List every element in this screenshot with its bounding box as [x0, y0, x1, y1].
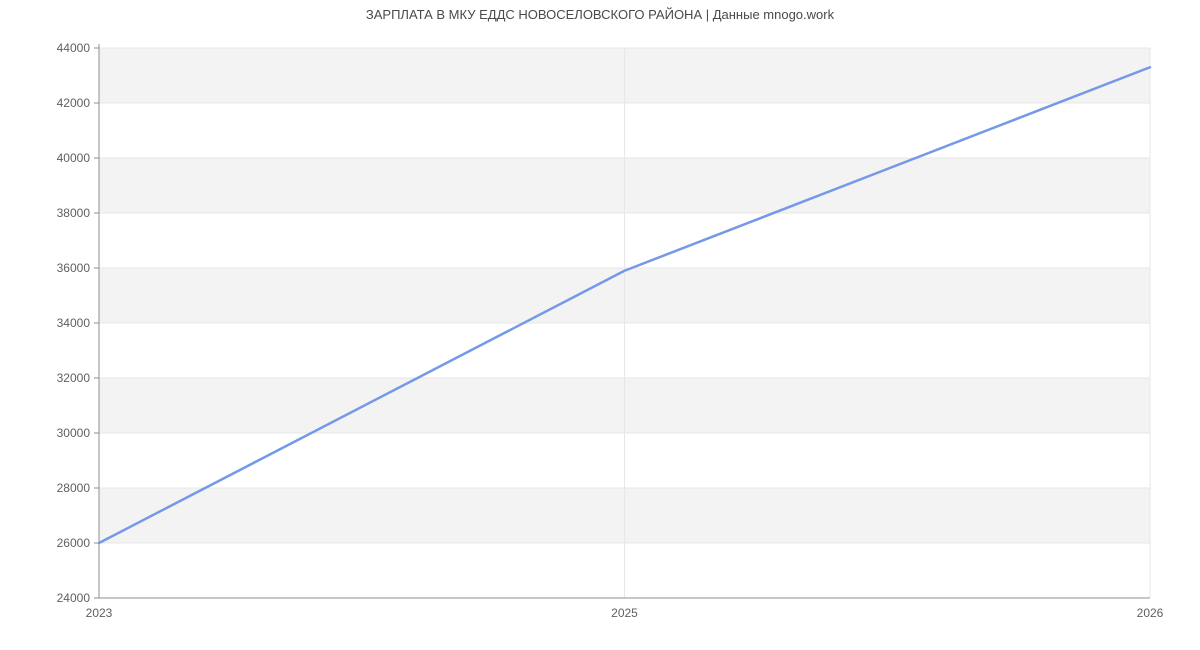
- chart-title: ЗАРПЛАТА В МКУ ЕДДС НОВОСЕЛОВСКОГО РАЙОН…: [365, 7, 835, 22]
- x-axis-tick-label: 2026: [1137, 606, 1164, 620]
- y-axis-tick-label: 24000: [57, 591, 91, 605]
- y-axis-tick-label: 26000: [57, 536, 91, 550]
- x-axis-tick-label: 2025: [611, 606, 638, 620]
- y-axis-tick-label: 32000: [57, 371, 91, 385]
- y-axis-tick-label: 38000: [57, 206, 91, 220]
- y-axis-tick-label: 28000: [57, 481, 91, 495]
- y-axis-tick-label: 42000: [57, 96, 91, 110]
- y-axis-tick-label: 36000: [57, 261, 91, 275]
- y-axis-tick-label: 30000: [57, 426, 91, 440]
- y-axis-tick-label: 34000: [57, 316, 91, 330]
- y-axis-tick-label: 40000: [57, 151, 91, 165]
- salary-series-line: [97, 66, 1152, 545]
- x-axis-tick-label: 2023: [86, 606, 113, 620]
- y-axis-tick-label: 44000: [57, 41, 91, 55]
